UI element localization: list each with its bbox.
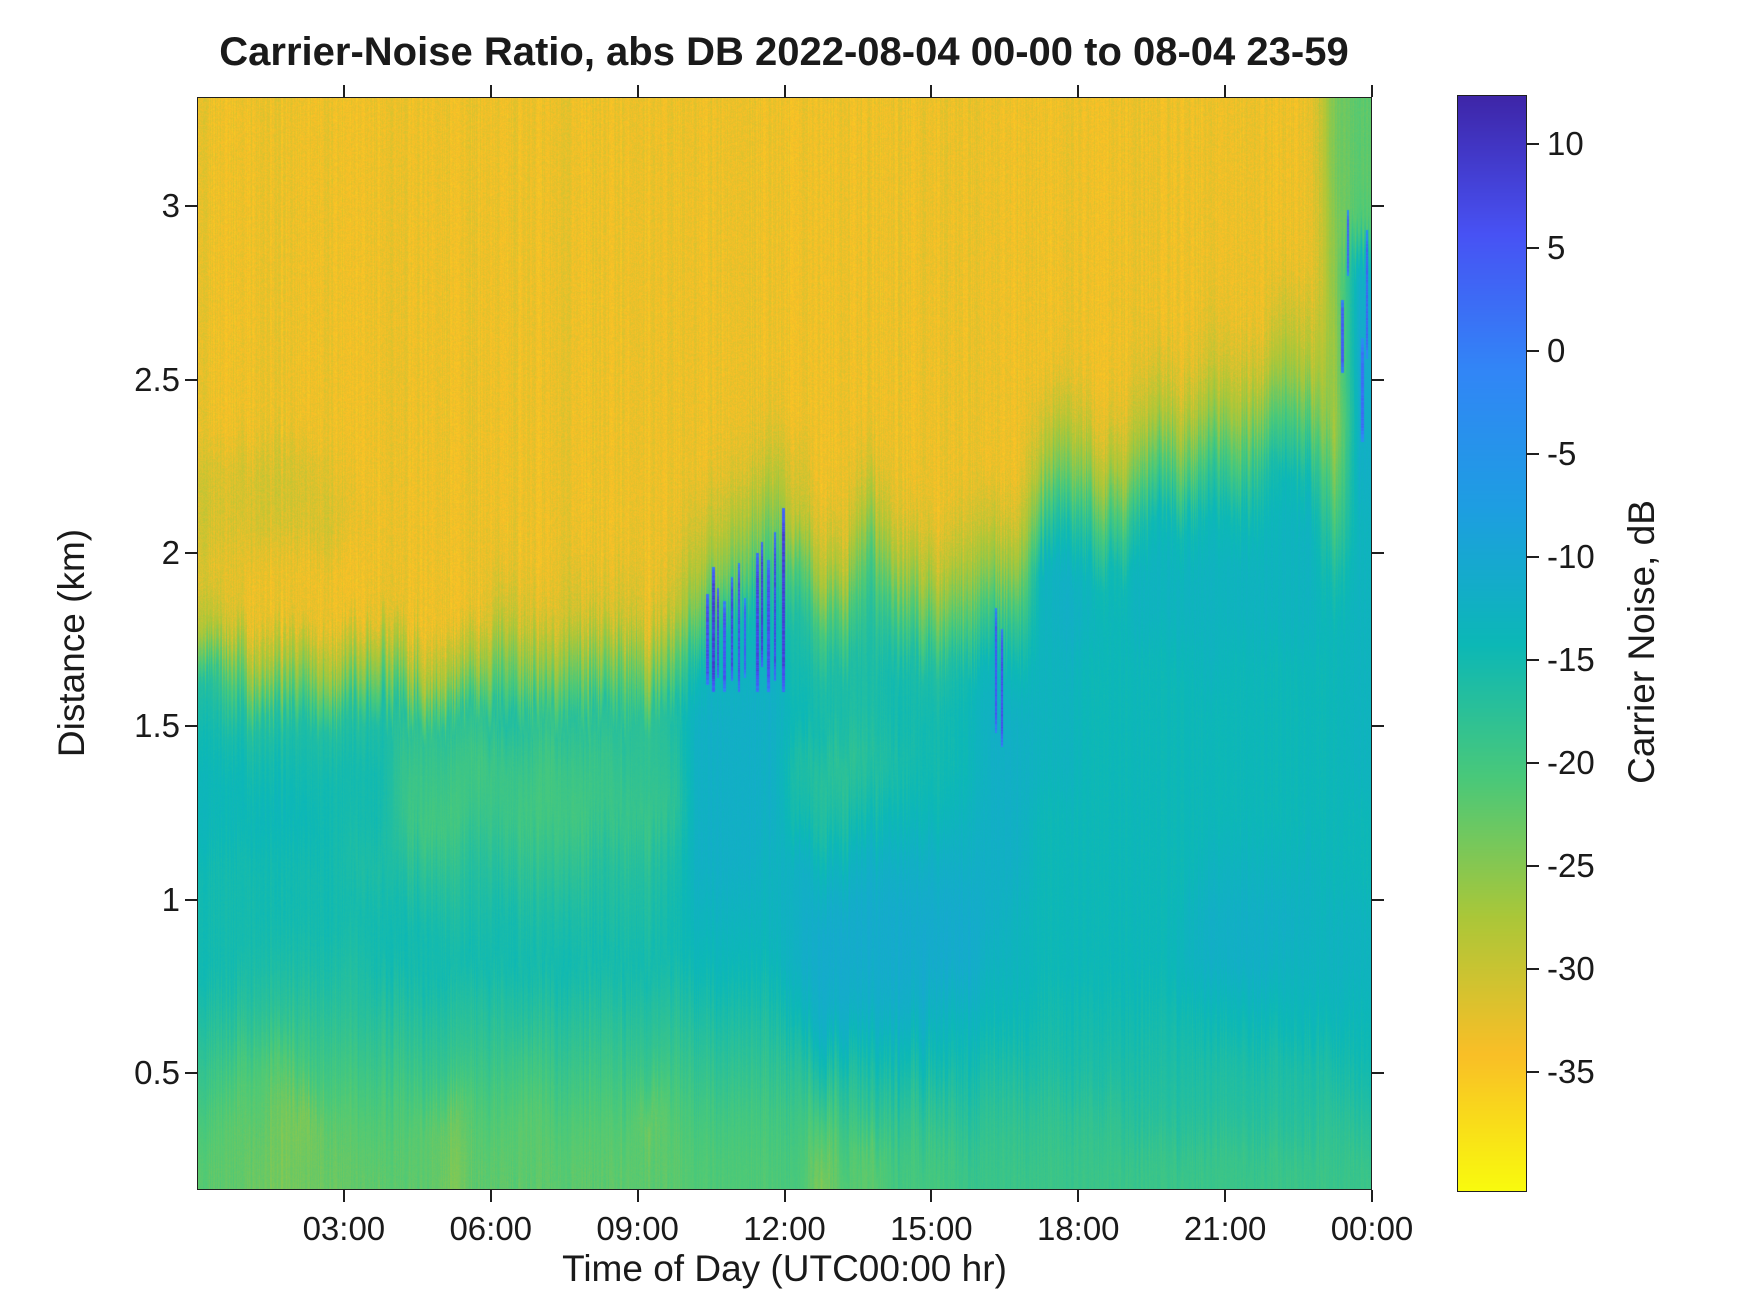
colorbar-tick-label: 0 <box>1547 331 1566 369</box>
y-tick-left <box>185 725 197 728</box>
y-axis-label: Distance (km) <box>51 528 92 758</box>
axes-box <box>197 97 1372 1190</box>
y-tick-left <box>185 378 197 381</box>
colorbar-tick-label: -35 <box>1547 1053 1595 1091</box>
colorbar-tick-label: -20 <box>1547 744 1595 782</box>
x-tick-bottom <box>1371 1190 1373 1202</box>
colorbar-tick <box>1527 452 1539 455</box>
y-tick-right <box>1372 378 1384 381</box>
colorbar-tick <box>1527 349 1539 352</box>
y-tick-right <box>1372 205 1384 208</box>
colorbar-tick <box>1527 865 1539 868</box>
x-tick-bottom <box>1077 1190 1080 1202</box>
x-tick-label: 00:00 <box>1330 1210 1414 1247</box>
colorbar-tick <box>1527 246 1539 249</box>
colorbar-tick-label: -10 <box>1547 537 1595 575</box>
x-tick-top <box>636 85 639 97</box>
y-tick-label: 2.5 <box>134 360 180 398</box>
x-tick-top <box>1077 85 1080 97</box>
y-tick-label: 1 <box>161 880 180 918</box>
y-tick-right <box>1372 725 1384 728</box>
y-tick-right <box>1372 1071 1384 1074</box>
colorbar-tick <box>1527 1071 1539 1074</box>
colorbar-tick <box>1527 659 1539 662</box>
y-tick-left <box>185 898 197 901</box>
y-tick-left <box>185 551 197 554</box>
colorbar-tick-label: -25 <box>1547 847 1595 885</box>
x-tick-top <box>489 85 492 97</box>
chart-title: Carrier-Noise Ratio, abs DB 2022-08-04 0… <box>219 30 1349 74</box>
y-tick-label: 0.5 <box>134 1053 180 1091</box>
x-tick-bottom <box>342 1190 345 1202</box>
colorbar-tick-label: 10 <box>1547 125 1584 163</box>
y-tick-right <box>1372 551 1384 554</box>
y-tick-right <box>1372 898 1384 901</box>
x-tick-label: 15:00 <box>890 1210 973 1247</box>
x-tick-label: 06:00 <box>449 1210 533 1247</box>
x-tick-top <box>1371 85 1373 97</box>
x-tick-bottom <box>1224 1190 1227 1202</box>
colorbar-tick-label: -5 <box>1547 434 1577 472</box>
x-tick-bottom <box>783 1190 786 1202</box>
x-tick-label: 12:00 <box>743 1210 826 1247</box>
x-tick-label: 18:00 <box>1036 1210 1120 1247</box>
x-tick-label: 21:00 <box>1183 1210 1267 1247</box>
y-tick-left <box>185 1071 197 1074</box>
colorbar-tick <box>1527 555 1539 558</box>
colorbar-label: Carrier Noise, dB <box>1621 500 1662 784</box>
x-tick-top <box>1224 85 1227 97</box>
x-tick-bottom <box>636 1190 639 1202</box>
x-tick-top <box>930 85 933 97</box>
y-tick-label: 1.5 <box>134 707 180 745</box>
colorbar-tick <box>1527 762 1539 765</box>
colorbar-tick-label: -30 <box>1547 950 1595 988</box>
heatmap-canvas <box>197 97 1372 1190</box>
x-axis-label: Time of Day (UTC00:00 hr) <box>562 1248 1007 1289</box>
x-tick-bottom <box>930 1190 933 1202</box>
colorbar-tick-label: -15 <box>1547 641 1595 679</box>
x-tick-top <box>342 85 345 97</box>
x-tick-top <box>783 85 786 97</box>
y-tick-left <box>185 205 197 208</box>
colorbar-tick <box>1527 968 1539 971</box>
colorbar-tick <box>1527 143 1539 146</box>
y-tick-label: 2 <box>161 533 180 571</box>
colorbar <box>1457 95 1527 1192</box>
y-tick-label: 3 <box>161 187 180 225</box>
colorbar-tick-label: 5 <box>1547 228 1566 266</box>
x-tick-bottom <box>489 1190 492 1202</box>
x-tick-label: 03:00 <box>302 1210 386 1247</box>
x-tick-label: 09:00 <box>596 1210 679 1247</box>
